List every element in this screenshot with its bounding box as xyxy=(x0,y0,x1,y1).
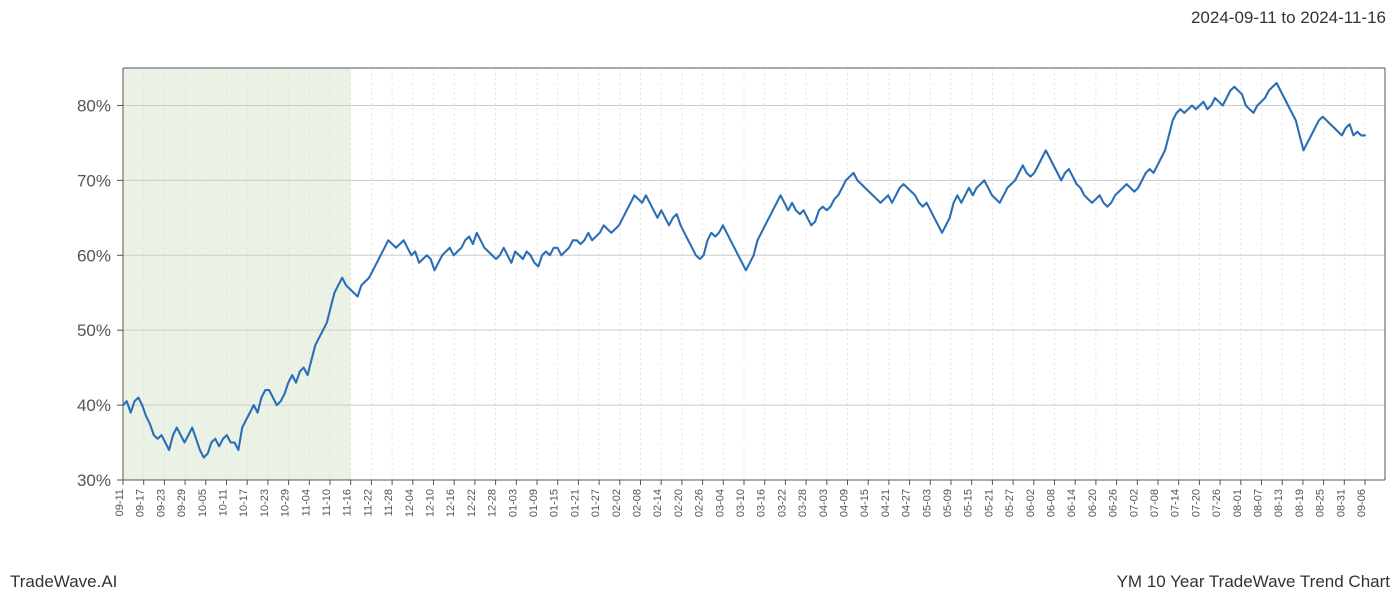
xtick-label: 12-10 xyxy=(425,489,437,517)
xtick-label: 12-04 xyxy=(404,489,416,517)
xtick-label: 01-09 xyxy=(528,489,540,517)
xtick-label: 12-22 xyxy=(466,489,478,517)
xtick-label: 05-21 xyxy=(983,489,995,517)
xtick-label: 08-01 xyxy=(1232,489,1244,517)
ytick-label: 60% xyxy=(77,246,111,265)
xtick-label: 08-13 xyxy=(1273,489,1285,517)
xtick-label: 06-08 xyxy=(1046,489,1058,517)
xtick-label: 01-21 xyxy=(569,489,581,517)
xtick-label: 12-28 xyxy=(487,489,499,517)
xtick-label: 07-26 xyxy=(1211,489,1223,517)
xtick-label: 08-31 xyxy=(1335,489,1347,517)
xtick-label: 07-02 xyxy=(1128,489,1140,517)
trend-chart: 30% 40% 50% 60% 70% 80% 09-11 09-17 09-23 09-29 10… xyxy=(0,0,1400,600)
xtick-label: 09-23 xyxy=(155,489,167,517)
ytick-label: 40% xyxy=(77,396,111,415)
xtick-label: 06-26 xyxy=(1108,489,1120,517)
chart-container: 2024-09-11 to 2024-11-16 30% 40% 50% 60% 70%… xyxy=(0,0,1400,600)
xtick-label: 03-10 xyxy=(735,489,747,517)
chart-title: YM 10 Year TradeWave Trend Chart xyxy=(1117,572,1390,592)
ytick-label: 30% xyxy=(77,471,111,490)
xtick-label: 06-02 xyxy=(1025,489,1037,517)
xtick-label: 09-06 xyxy=(1356,489,1368,517)
xtick-label: 07-14 xyxy=(1170,489,1182,517)
xtick-label: 03-16 xyxy=(756,489,768,517)
xtick-label: 07-08 xyxy=(1149,489,1161,517)
xtick-label: 09-11 xyxy=(114,489,126,516)
xtick-label: 04-09 xyxy=(839,489,851,517)
xtick-label: 05-09 xyxy=(942,489,954,517)
xtick-label: 03-28 xyxy=(797,489,809,517)
xtick-label: 08-07 xyxy=(1253,489,1265,517)
xtick-label: 04-03 xyxy=(818,489,830,517)
xtick-label: 11-10 xyxy=(321,489,333,516)
xtick-label: 11-04 xyxy=(300,489,312,516)
xtick-label: 10-05 xyxy=(197,489,209,517)
xtick-label: 11-16 xyxy=(342,489,354,516)
xtick-label: 03-04 xyxy=(714,489,726,517)
ytick-label: 70% xyxy=(77,171,111,190)
xtick-label: 02-20 xyxy=(673,489,685,517)
highlight-band xyxy=(123,68,351,480)
ytick-label: 50% xyxy=(77,321,111,340)
xtick-label: 01-03 xyxy=(507,489,519,517)
xtick-label: 06-20 xyxy=(1087,489,1099,517)
xtick-label: 08-19 xyxy=(1294,489,1306,517)
xtick-label: 04-15 xyxy=(859,489,871,517)
xtick-label: 10-17 xyxy=(238,489,250,517)
xtick-label: 02-08 xyxy=(632,489,644,517)
xtick-label: 02-14 xyxy=(652,489,664,517)
xtick-label: 04-27 xyxy=(901,489,913,517)
xtick-label: 05-27 xyxy=(1004,489,1016,517)
xtick-label: 09-17 xyxy=(135,489,147,517)
xtick-label: 05-03 xyxy=(921,489,933,517)
xtick-label: 06-14 xyxy=(1066,489,1078,517)
xtick-label: 05-15 xyxy=(963,489,975,517)
xtick-label: 04-21 xyxy=(880,489,892,517)
xtick-label: 10-29 xyxy=(280,489,292,517)
xtick-label: 10-23 xyxy=(259,489,271,517)
xtick-label: 01-15 xyxy=(549,489,561,517)
xtick-label: 01-27 xyxy=(590,489,602,517)
ytick-label: 80% xyxy=(77,96,111,115)
xtick-label: 11-22 xyxy=(362,489,374,516)
xtick-label: 08-25 xyxy=(1315,489,1327,517)
xtick-label: 11-28 xyxy=(383,489,395,516)
xtick-label: 12-16 xyxy=(445,489,457,517)
xtick-label: 07-20 xyxy=(1190,489,1202,517)
xtick-label: 02-26 xyxy=(694,489,706,517)
xtick-label: 02-02 xyxy=(611,489,623,517)
xtick-label: 10-11 xyxy=(218,489,230,516)
xtick-label: 09-29 xyxy=(176,489,188,517)
xtick-label: 03-22 xyxy=(776,489,788,517)
date-range-label: 2024-09-11 to 2024-11-16 xyxy=(1191,8,1386,28)
brand-label: TradeWave.AI xyxy=(10,572,117,592)
